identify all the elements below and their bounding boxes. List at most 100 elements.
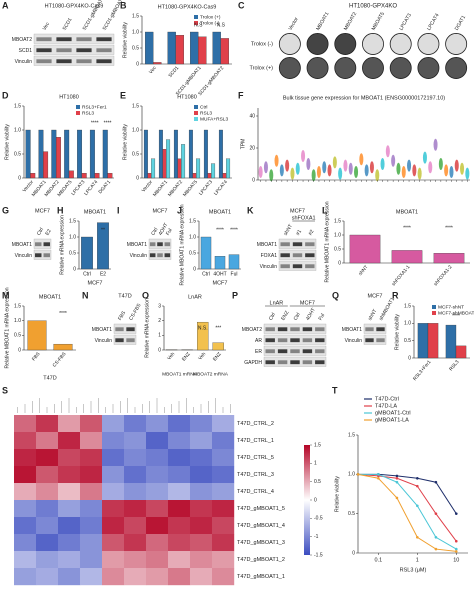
y-tick-label: 0.5 — [189, 250, 196, 256]
heat-cell — [124, 466, 147, 484]
well — [278, 57, 301, 79]
panel-title: LnAR — [188, 294, 202, 300]
x-tick-label: 10 — [453, 557, 459, 563]
legend-swatch — [194, 117, 198, 121]
band — [115, 327, 124, 332]
band — [315, 360, 325, 365]
heat-cell — [36, 449, 59, 467]
bar — [228, 254, 240, 270]
colorbar-label: 1.5 — [314, 442, 321, 448]
y-tick-label: 0 — [193, 266, 196, 272]
bar — [200, 236, 212, 270]
row-label: T47D_gMBOAT1_3 — [237, 540, 285, 546]
band — [36, 37, 52, 42]
significance: **** — [216, 227, 224, 233]
row-label: GAPDH — [244, 360, 262, 366]
bar — [192, 173, 197, 179]
heat-cell — [124, 551, 147, 569]
well — [362, 57, 384, 79]
significance: **** — [403, 225, 411, 231]
y-tick-label: 1.5 — [348, 432, 355, 438]
heat-cell — [168, 534, 191, 552]
y-tick-label: 1 — [158, 333, 161, 339]
series-line — [357, 473, 457, 542]
bar — [153, 62, 162, 65]
heat-cell — [80, 449, 103, 467]
violin — [412, 164, 417, 177]
row-label: MBOAT1 — [257, 242, 277, 248]
bar — [189, 31, 199, 65]
heat-cell — [36, 415, 59, 433]
bar — [89, 129, 95, 179]
band — [292, 253, 303, 258]
violin — [454, 159, 459, 172]
heat-cell — [190, 500, 213, 518]
significance: N.S — [194, 22, 203, 28]
y-axis-label: Relative MBOAT1 mRNA expression — [4, 287, 10, 368]
panel-letter: Q — [332, 290, 339, 300]
heat-cell — [146, 466, 169, 484]
bar — [207, 173, 212, 179]
bar — [166, 139, 171, 179]
heat-cell — [102, 483, 125, 501]
heat-cell — [80, 568, 103, 586]
heat-cell — [190, 466, 213, 484]
y-tick-label: 0.5 — [348, 511, 355, 517]
panel-letter: P — [232, 290, 238, 300]
violin — [444, 164, 449, 177]
row-label: MBOAT2 — [12, 37, 32, 43]
well — [417, 33, 440, 55]
x-tick-label: SCD1 — [167, 65, 180, 79]
point — [454, 512, 458, 515]
band — [96, 59, 112, 64]
row-label: Trolox (+) — [250, 65, 274, 71]
lane-label: E2 — [44, 228, 52, 236]
lane-label: 4OHT — [305, 307, 317, 322]
row-label: T47D_CTRL_5 — [237, 455, 274, 461]
heat-cell — [14, 449, 37, 467]
panel-title: HT1080 — [59, 94, 79, 100]
point — [434, 547, 438, 551]
point — [416, 476, 419, 480]
y-axis-label: Relative mRNA expression — [144, 298, 150, 358]
series-line — [358, 473, 457, 550]
band — [305, 264, 315, 269]
well — [445, 57, 468, 79]
band — [302, 360, 313, 365]
bar — [203, 129, 208, 179]
band — [277, 327, 288, 332]
violin — [433, 138, 438, 151]
panel-letter: R — [392, 290, 399, 300]
panel-title: HT1080-GPX4KO-Cas9 — [158, 4, 217, 10]
violin — [359, 153, 364, 166]
heat-cell — [58, 483, 81, 501]
heat-cell — [102, 500, 125, 518]
heat-cell — [102, 551, 125, 569]
heat-cell — [14, 483, 37, 501]
colorbar-label: 1 — [314, 461, 317, 467]
band — [292, 242, 303, 247]
heat-cell — [102, 432, 125, 450]
y-tick-label: 0 — [18, 175, 21, 181]
y-tick-label: 0.5 — [132, 151, 139, 157]
band — [305, 242, 315, 247]
heat-cell — [102, 466, 125, 484]
heat-cell — [146, 568, 169, 586]
x-tick-label: CS-FBS — [52, 351, 68, 368]
heat-cell — [80, 500, 103, 518]
bar — [77, 129, 83, 179]
heat-cell — [80, 551, 103, 569]
lane-label: 4OHT — [158, 222, 170, 237]
bar — [94, 173, 100, 179]
lane-label: Ctrl — [293, 312, 302, 322]
heat-cell — [58, 466, 81, 484]
heat-cell — [212, 449, 235, 467]
y-tick-label: 0.5 — [404, 338, 411, 344]
bar — [147, 173, 152, 179]
violin — [285, 159, 290, 172]
band — [164, 253, 171, 258]
lane-label: #2 — [308, 229, 316, 237]
y-tick-label: 1.0 — [14, 318, 21, 324]
bar — [102, 129, 108, 179]
